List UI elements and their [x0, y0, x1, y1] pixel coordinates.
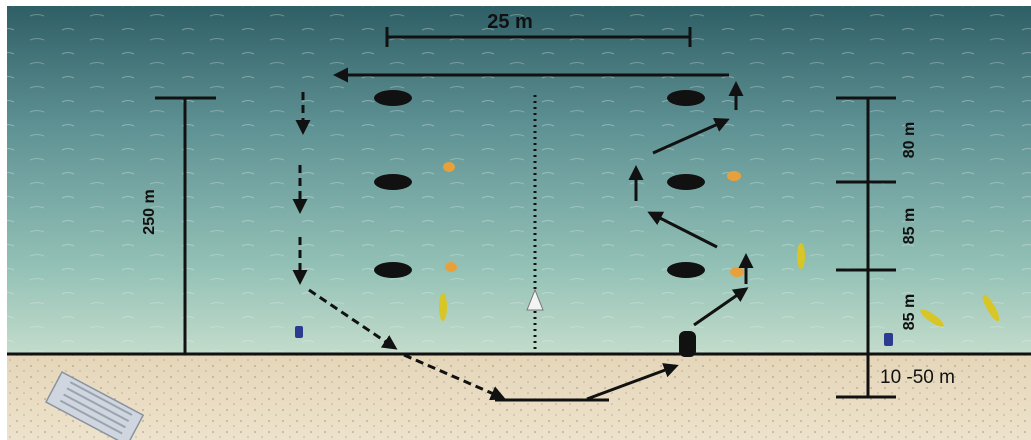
- kayak-icon: [797, 243, 805, 269]
- small-boat-icon: [884, 333, 893, 346]
- buoy-marker: [667, 90, 705, 106]
- buoy-marker: [667, 174, 705, 190]
- segment-scale: 80 m 85 m 85 m 10 -50 m: [836, 96, 955, 399]
- outbound-route: [333, 67, 754, 401]
- segment-label-3: 85 m: [901, 294, 918, 330]
- length-label: 250 m: [141, 189, 158, 234]
- buoy-marker: [374, 90, 412, 106]
- orange-buoys: [443, 162, 744, 277]
- segment-label-1: 80 m: [901, 122, 918, 158]
- buoy-marker: [374, 262, 412, 278]
- width-scale: 25 m: [385, 11, 692, 47]
- beach-hut-icon: [44, 371, 145, 440]
- buoy-marker: [374, 174, 412, 190]
- width-label: 25 m: [487, 11, 533, 33]
- kayaks: [439, 243, 1000, 327]
- segment-label-2: 85 m: [901, 208, 918, 244]
- length-scale: 250 m: [141, 96, 216, 354]
- beach-label: 10 -50 m: [880, 367, 955, 388]
- buoy-marker: [667, 262, 705, 278]
- kayak-icon: [982, 294, 1000, 322]
- rescue-boat-icon: [526, 288, 544, 311]
- kayak-icon: [920, 309, 944, 327]
- kayak-icon: [439, 293, 447, 321]
- small-boat-icon: [295, 326, 303, 338]
- return-route: [292, 92, 506, 401]
- buoys: [374, 90, 705, 278]
- start-marker: [679, 331, 696, 357]
